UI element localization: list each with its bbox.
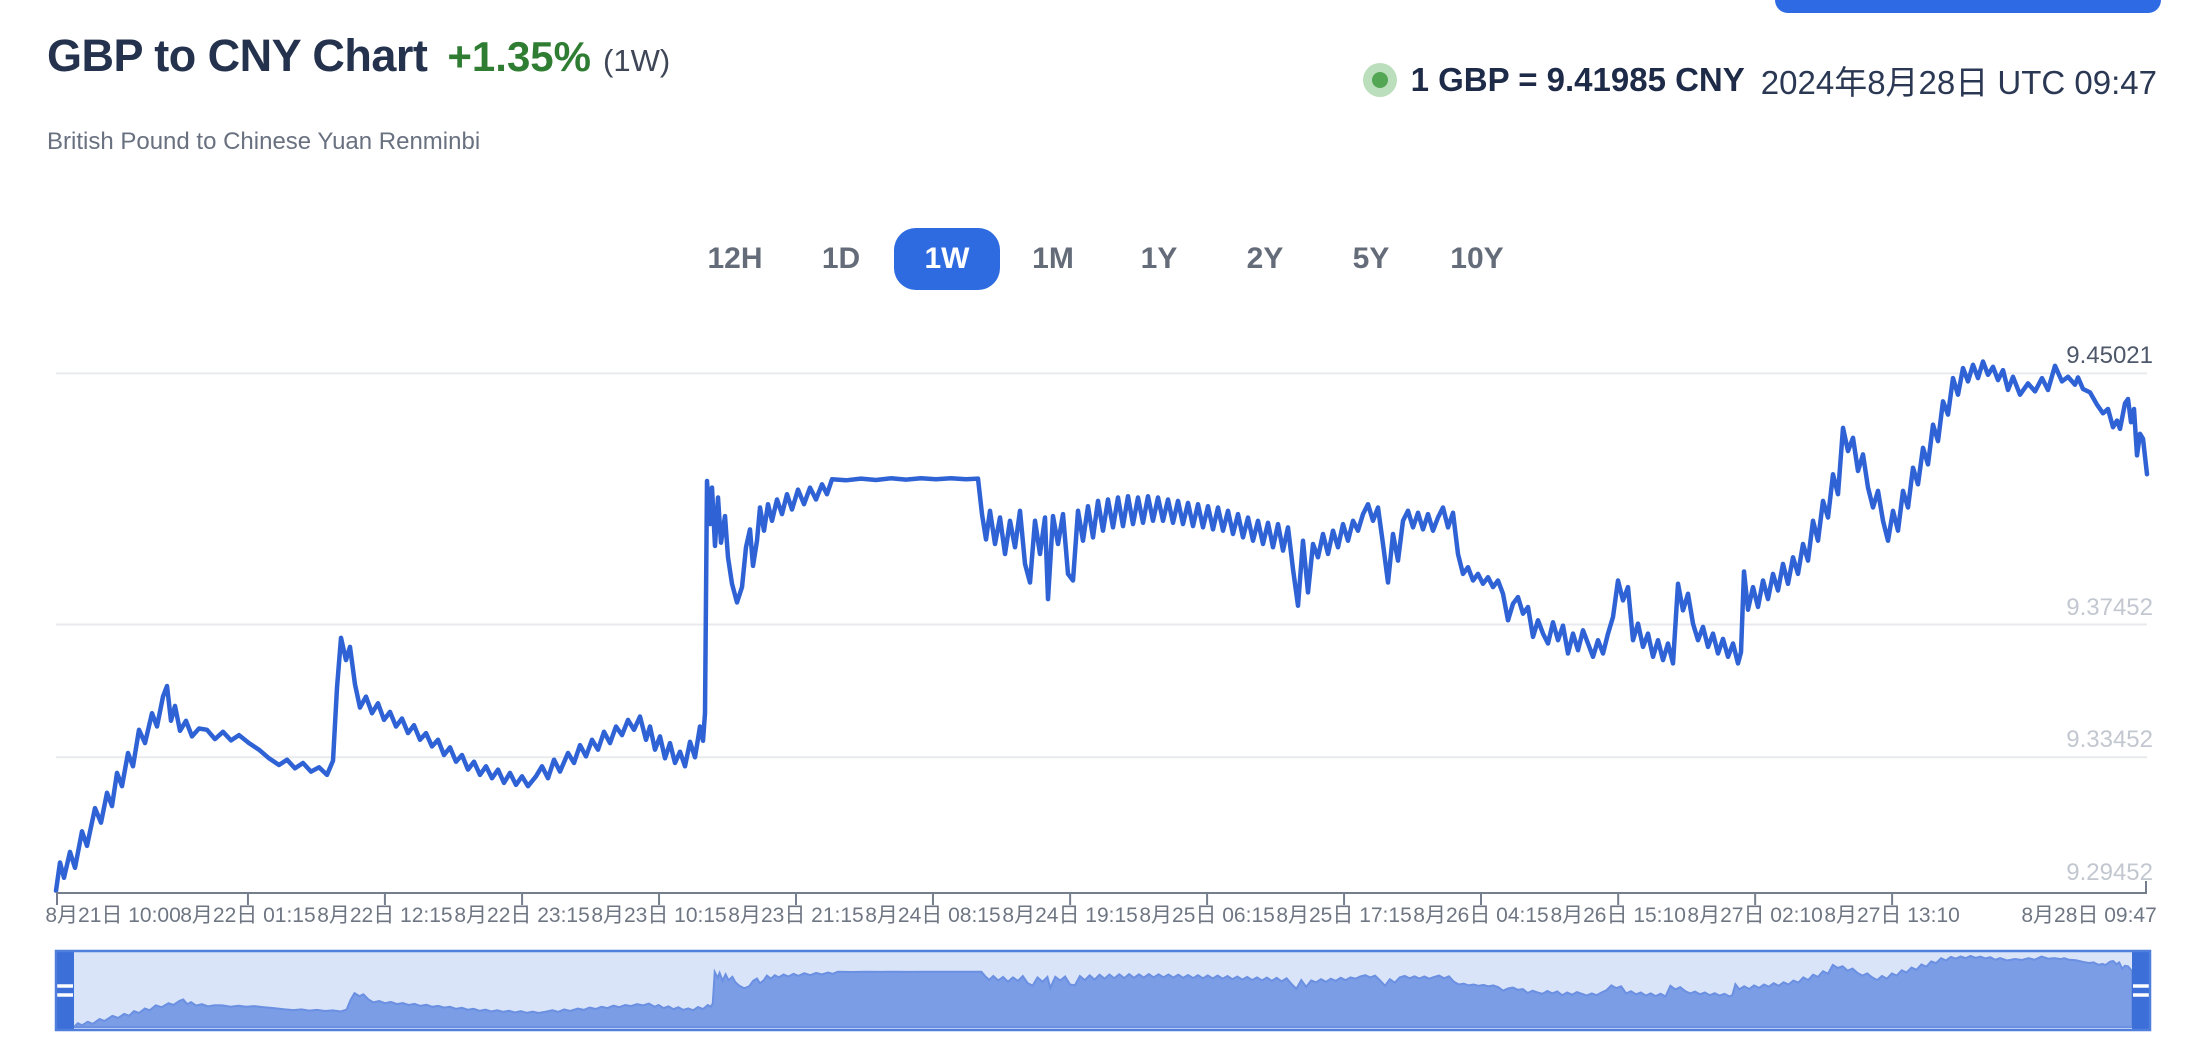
tab-1y[interactable]: 1Y: [1140, 242, 1178, 275]
x-axis-label: 8月22日 12:15: [317, 904, 453, 927]
x-axis-label: 8月24日 08:15: [865, 904, 1001, 927]
price-line: [53, 359, 2150, 893]
tab-5y[interactable]: 5Y: [1352, 242, 1390, 275]
x-axis-label: 8月22日 01:15: [180, 904, 316, 927]
y-axis-label: 9.29452: [2066, 859, 2153, 886]
x-axis-label: 8月22日 23:15: [454, 904, 590, 927]
navigator-right-handle[interactable]: [2132, 951, 2150, 1030]
y-axis-label: 9.37452: [2066, 593, 2153, 621]
header-title-row: GBP to CNY Chart +1.35% (1W): [47, 30, 670, 82]
live-indicator-icon: [1362, 63, 1397, 97]
tab-12h[interactable]: 12H: [707, 242, 763, 275]
x-axis-label: 8月26日 04:15: [1413, 904, 1549, 927]
rate-timestamp: 2024年8月28日 UTC 09:47: [1760, 64, 2157, 101]
range-tab-bar: 12H 1D 1W 1M 1Y 2Y 5Y 10Y: [682, 228, 1530, 290]
y-axis-label: 9.33452: [2066, 726, 2153, 754]
x-axis-label: 8月27日 13:10: [1824, 904, 1960, 927]
tab-2y[interactable]: 2Y: [1246, 242, 1284, 275]
x-axis: [56, 881, 2147, 905]
x-axis-label: 8月25日 17:15: [1276, 904, 1412, 927]
live-rate-row: 1 GBP = 9.41985 CNY 2024年8月28日 UTC 09:47: [1362, 56, 2157, 104]
gridlines: [56, 372, 2147, 759]
change-period-label: (1W): [603, 43, 671, 78]
navigator-border: [54, 949, 2152, 1032]
x-axis-label: 8月28日 09:47: [2021, 904, 2157, 927]
cut-off-top-button[interactable]: [1775, 0, 2161, 13]
y-axis-label: 9.45021: [2066, 342, 2153, 370]
x-axis-label: 8月24日 19:15: [1002, 904, 1138, 927]
page-title: GBP to CNY Chart: [47, 30, 428, 81]
navigator: [54, 949, 2152, 1032]
x-axis-label: 8月23日 10:15: [591, 904, 727, 927]
x-axis-label: 8月21日 10:00: [45, 904, 181, 927]
tab-1d[interactable]: 1D: [821, 242, 861, 275]
tab-1m[interactable]: 1M: [1032, 242, 1074, 275]
live-indicator-core: [1371, 72, 1388, 88]
navigator-area-series: [71, 954, 2133, 1028]
x-axis-label: 8月26日 15:10: [1550, 904, 1686, 927]
tab-10y[interactable]: 10Y: [1450, 242, 1504, 275]
x-axis-label: 8月23日 21:15: [728, 904, 864, 927]
change-percent-badge: +1.35%: [447, 33, 592, 80]
x-axis-label: 8月25日 06:15: [1139, 904, 1275, 927]
navigator-handle-grip-icon: [57, 984, 2149, 997]
current-rate-text: 1 GBP = 9.41985 CNY: [1410, 61, 1745, 98]
page-subtitle: British Pound to Chinese Yuan Renminbi: [47, 128, 481, 155]
navigator-left-handle[interactable]: [56, 951, 74, 1030]
x-axis-label: 8月27日 02:10: [1687, 904, 1823, 927]
tab-1w[interactable]: 1W: [894, 228, 1000, 290]
